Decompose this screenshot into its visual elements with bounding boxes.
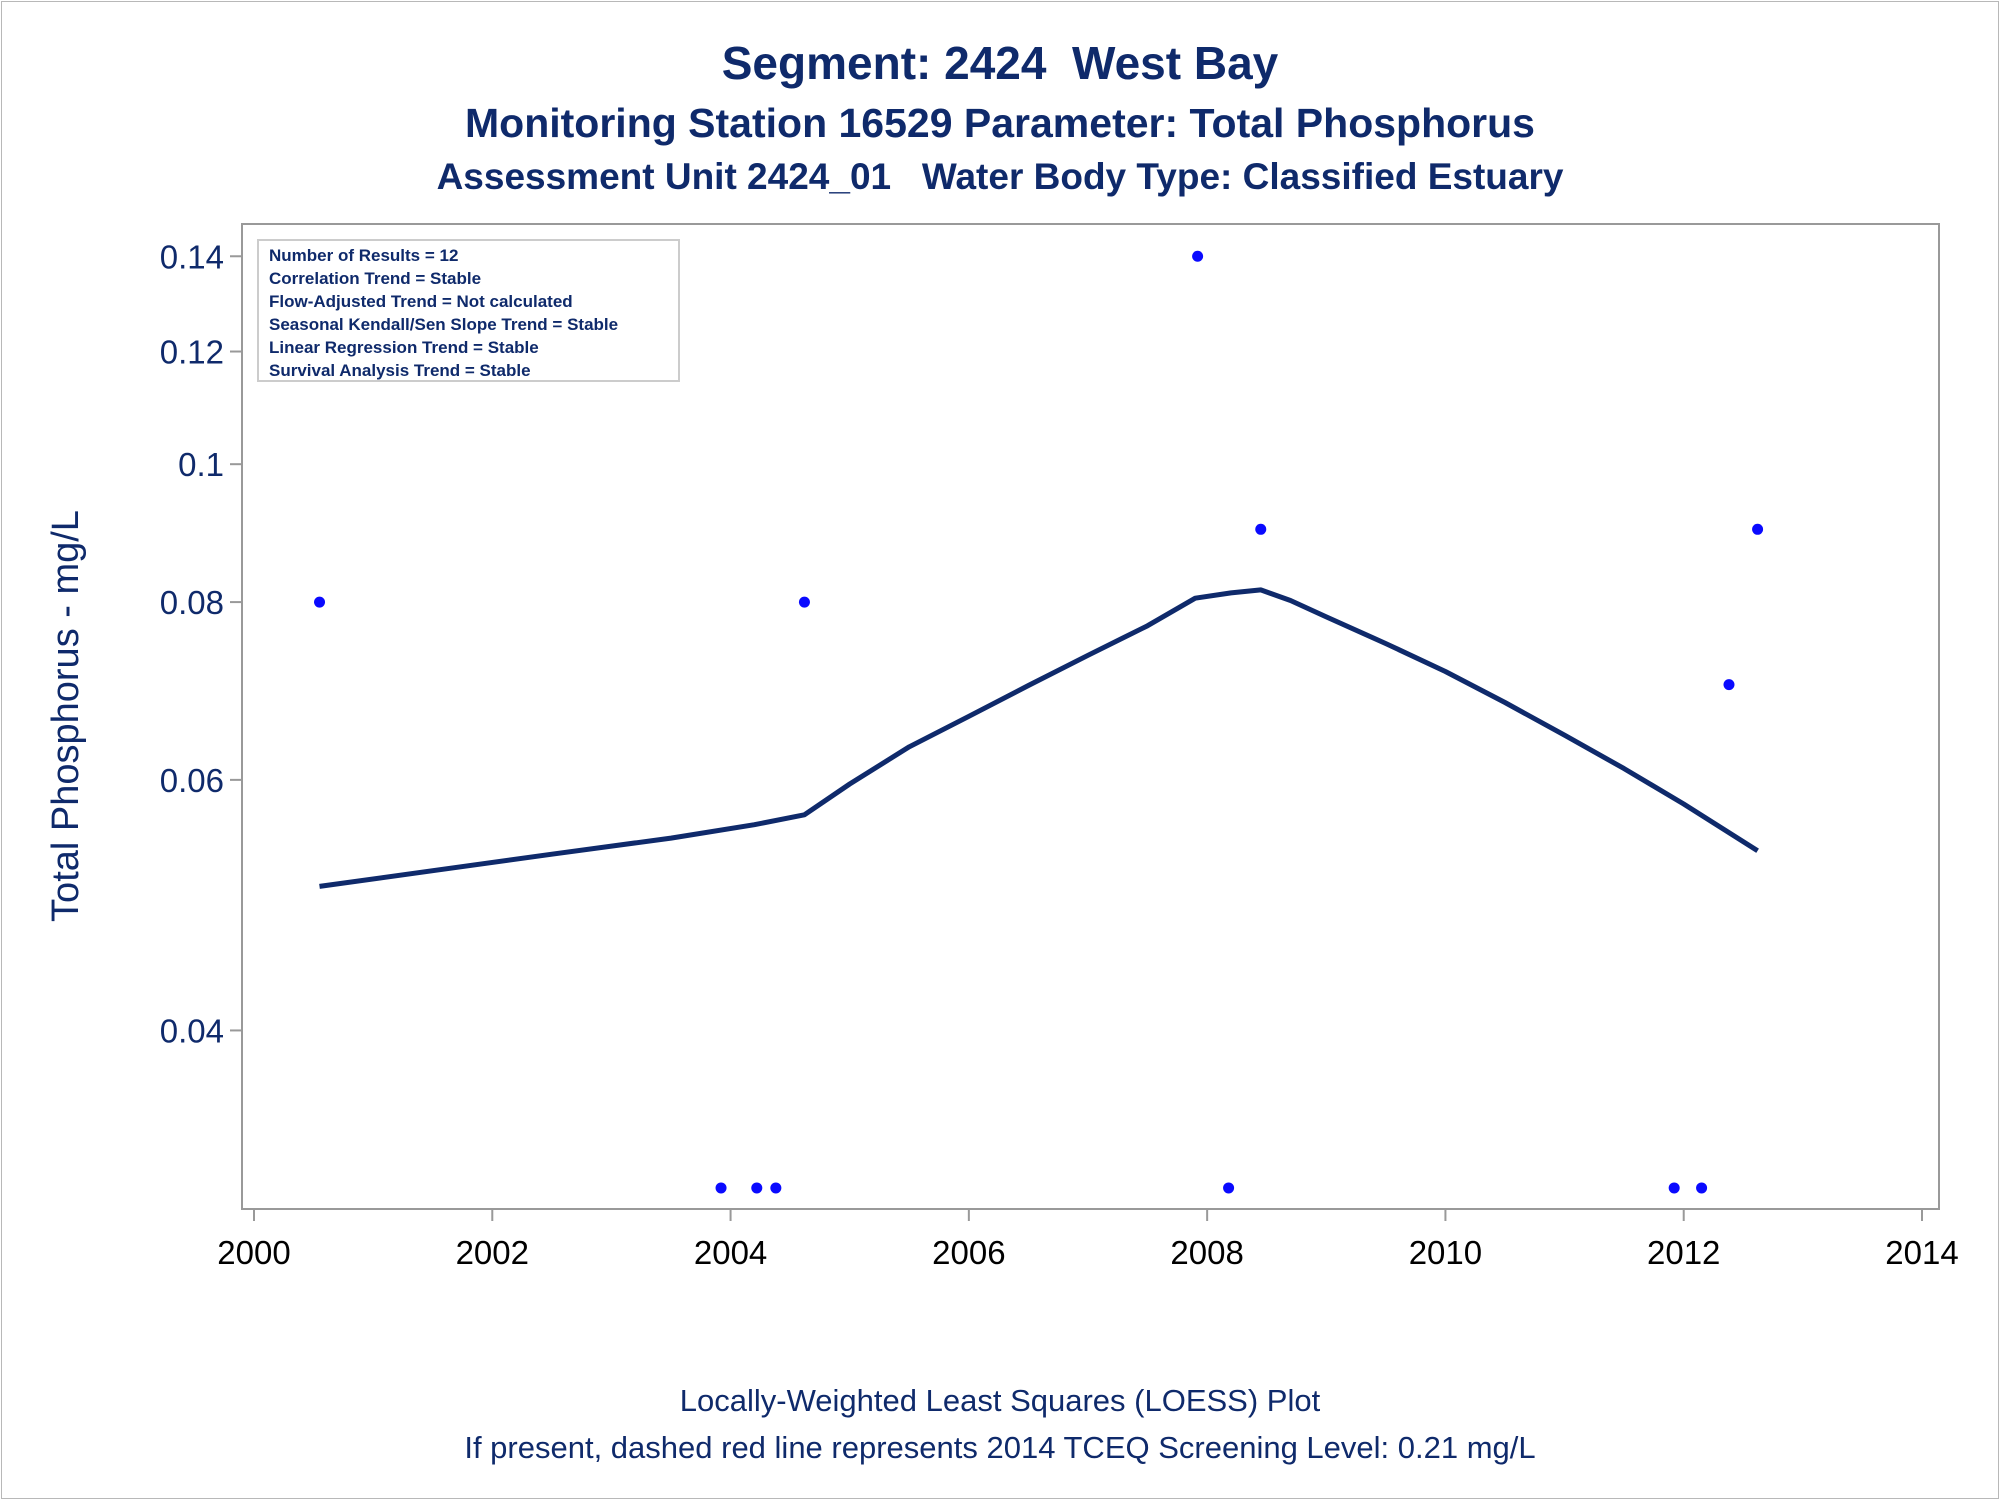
chart-subtitle-assessment: Assessment Unit 2424_01 Water Body Type:… (436, 156, 1564, 197)
stats-line: Correlation Trend = Stable (269, 269, 481, 288)
data-point (1255, 523, 1267, 535)
x-tick-label: 2008 (1170, 1234, 1243, 1271)
plot-area (241, 223, 1940, 1210)
stats-line: Number of Results = 12 (269, 246, 458, 265)
data-point (1723, 679, 1735, 691)
data-point (751, 1182, 763, 1194)
x-tick-label: 2010 (1409, 1234, 1482, 1271)
stats-line: Linear Regression Trend = Stable (269, 338, 539, 357)
y-tick-label: 0.14 (160, 238, 224, 275)
data-point (314, 596, 326, 608)
x-tick-label: 2014 (1885, 1234, 1958, 1271)
data-point (1752, 523, 1764, 535)
y-tick-label: 0.08 (160, 584, 224, 621)
data-point (770, 1182, 782, 1194)
data-point (1192, 250, 1204, 262)
y-tick-label: 0.1 (178, 446, 224, 483)
x-tick-label: 2004 (694, 1234, 767, 1271)
loess-line (319, 587, 1759, 889)
y-axis-label: Total Phosphorus - mg/L (45, 510, 87, 922)
data-point (1223, 1182, 1235, 1194)
chart-subtitle-station: Monitoring Station 16529 Parameter: Tota… (465, 100, 1535, 146)
x-tick-label: 2002 (456, 1234, 529, 1271)
trend-stats-box: Number of Results = 12 Correlation Trend … (257, 239, 680, 382)
x-tick-label: 2000 (217, 1234, 290, 1271)
chart-title: Segment: 2424 West Bay (721, 37, 1279, 89)
y-tick-label: 0.06 (160, 762, 224, 799)
y-axis: 0.04 0.06 0.08 0.1 0.12 0.14 (160, 238, 242, 1049)
stats-line: Survival Analysis Trend = Stable (269, 361, 531, 380)
stats-box-border (257, 239, 680, 382)
series-layer (314, 250, 1764, 1194)
x-axis: 2000 2002 2004 2006 2008 2010 2012 2014 (217, 1209, 1959, 1271)
data-point (1696, 1182, 1708, 1194)
x-tick-label: 2012 (1647, 1234, 1720, 1271)
footnote-loess: Locally-Weighted Least Squares (LOESS) P… (679, 1383, 1321, 1418)
stats-line: Seasonal Kendall/Sen Slope Trend = Stabl… (269, 315, 618, 334)
data-point (798, 596, 810, 608)
stats-line: Flow-Adjusted Trend = Not calculated (269, 292, 573, 311)
x-tick-label: 2006 (932, 1234, 1005, 1271)
footnote-screening-level: If present, dashed red line represents 2… (464, 1430, 1536, 1465)
y-tick-label: 0.12 (160, 334, 224, 371)
y-tick-label: 0.04 (160, 1012, 224, 1049)
data-point (1668, 1182, 1680, 1194)
data-point (715, 1182, 727, 1194)
